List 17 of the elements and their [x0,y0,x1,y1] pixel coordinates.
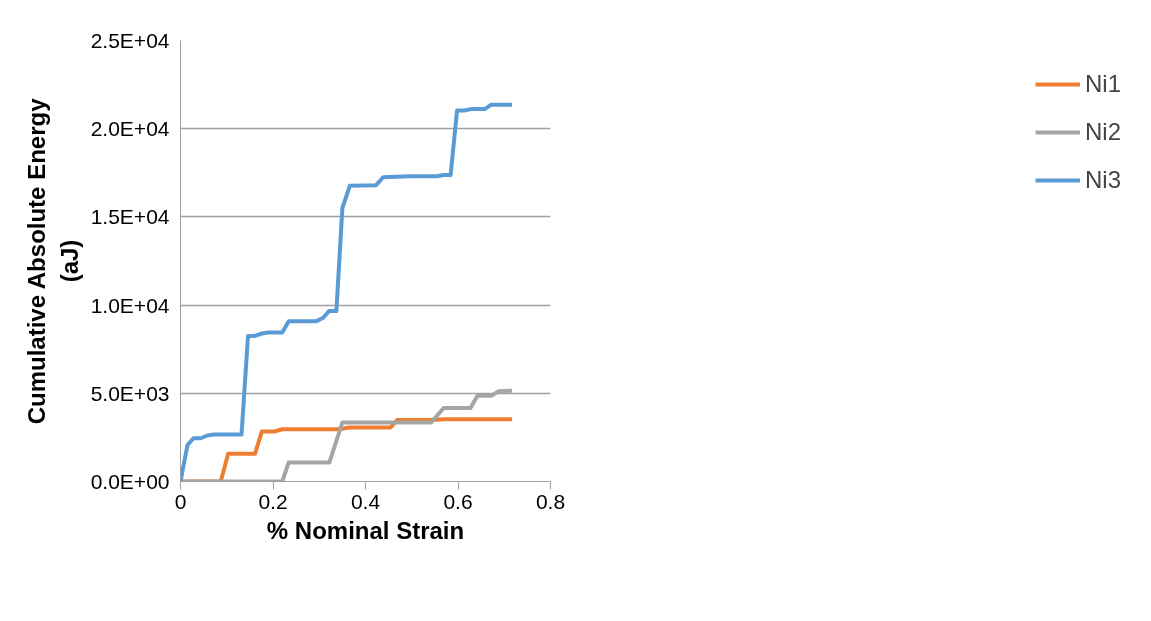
y-tick-label: 5.0E+03 [90,381,170,405]
line-series [180,102,515,482]
legend-label: Ni2 [1084,118,1121,146]
x-axis-title: % Nominal Strain [266,516,465,544]
y-axis-title: Cumulative Absolute Energy (aJ) [23,97,83,425]
x-tick-label: 0.4 [350,489,381,513]
legend-label: Ni3 [1084,166,1121,194]
y-tick-label: 0.0E+00 [90,470,170,493]
x-tick-label: 0 [174,489,187,513]
y-tick-label: 1.0E+04 [90,293,170,317]
x-tick-label: 0.8 [535,489,566,513]
y-tick-label: 1.5E+04 [90,205,170,229]
x-tick-label: 0.6 [443,489,473,513]
y-tick-label: 2.0E+04 [90,117,170,141]
y-tick-label: 2.5E+04 [90,29,170,52]
legend-label: Ni1 [1084,70,1121,98]
x-tick-label: 0.2 [258,489,288,513]
